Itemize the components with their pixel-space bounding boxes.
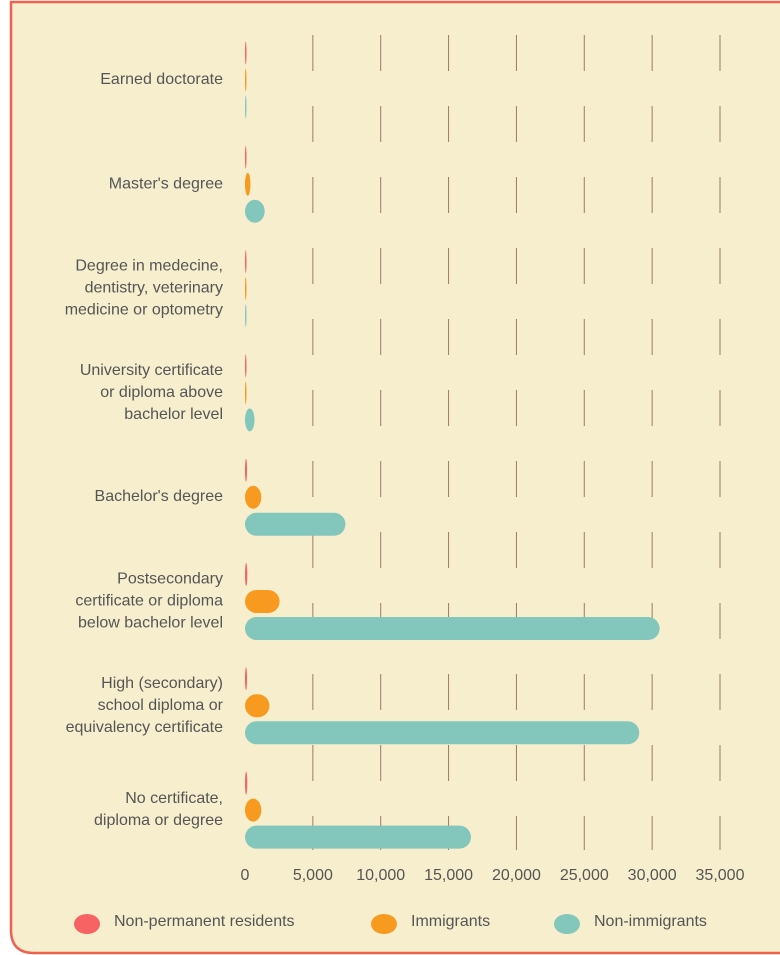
bar <box>245 485 262 509</box>
legend-swatch <box>371 914 397 934</box>
bar <box>245 199 265 223</box>
category-label: Master's degree <box>109 176 223 193</box>
bar <box>245 590 280 613</box>
bar <box>245 798 262 822</box>
bar <box>245 512 346 536</box>
x-tick-label: 20,000 <box>492 867 541 884</box>
x-tick-label: 0 <box>241 867 250 884</box>
x-tick-label: 10,000 <box>356 867 405 884</box>
bar <box>245 721 640 745</box>
legend-label: Non-immigrants <box>594 913 707 930</box>
legend-swatch <box>554 914 580 934</box>
bar <box>245 617 660 640</box>
bar <box>245 667 248 691</box>
bar <box>245 563 248 586</box>
bar <box>245 145 247 169</box>
bar <box>245 95 247 119</box>
category-label: University certificate or diploma above ba… <box>80 362 223 423</box>
bar <box>245 408 255 432</box>
category-label: High (secondary) school diploma or equival… <box>66 675 224 736</box>
bar <box>245 354 247 378</box>
bar <box>245 304 247 328</box>
legend-swatch <box>74 914 100 934</box>
bar <box>245 250 247 274</box>
category-label: Degree in medecine, dentistry, veterinary… <box>65 258 223 319</box>
category-label: No certificate, diploma or degree <box>94 790 223 829</box>
x-tick-label: 15,000 <box>424 867 473 884</box>
category-label: Earned doctorate <box>100 71 223 88</box>
bar <box>245 458 248 482</box>
x-tick-label: 25,000 <box>560 867 609 884</box>
bar <box>245 771 248 795</box>
category-label: Bachelor's degree <box>95 488 224 505</box>
frame <box>9 0 780 955</box>
bar <box>245 277 247 301</box>
x-tick-label: 30,000 <box>628 867 677 884</box>
x-tick-label: 5,000 <box>293 867 333 884</box>
bar <box>245 694 270 718</box>
legend-label: Non-permanent residents <box>114 913 295 930</box>
legend-label: Immigrants <box>411 913 490 930</box>
bar <box>245 381 247 405</box>
category-label: Postsecondary certificate or diploma below… <box>75 571 223 632</box>
x-tick-label: 35,000 <box>696 867 745 884</box>
bar <box>245 41 247 65</box>
bar <box>245 172 251 196</box>
bar <box>245 68 247 92</box>
bar <box>245 825 471 849</box>
